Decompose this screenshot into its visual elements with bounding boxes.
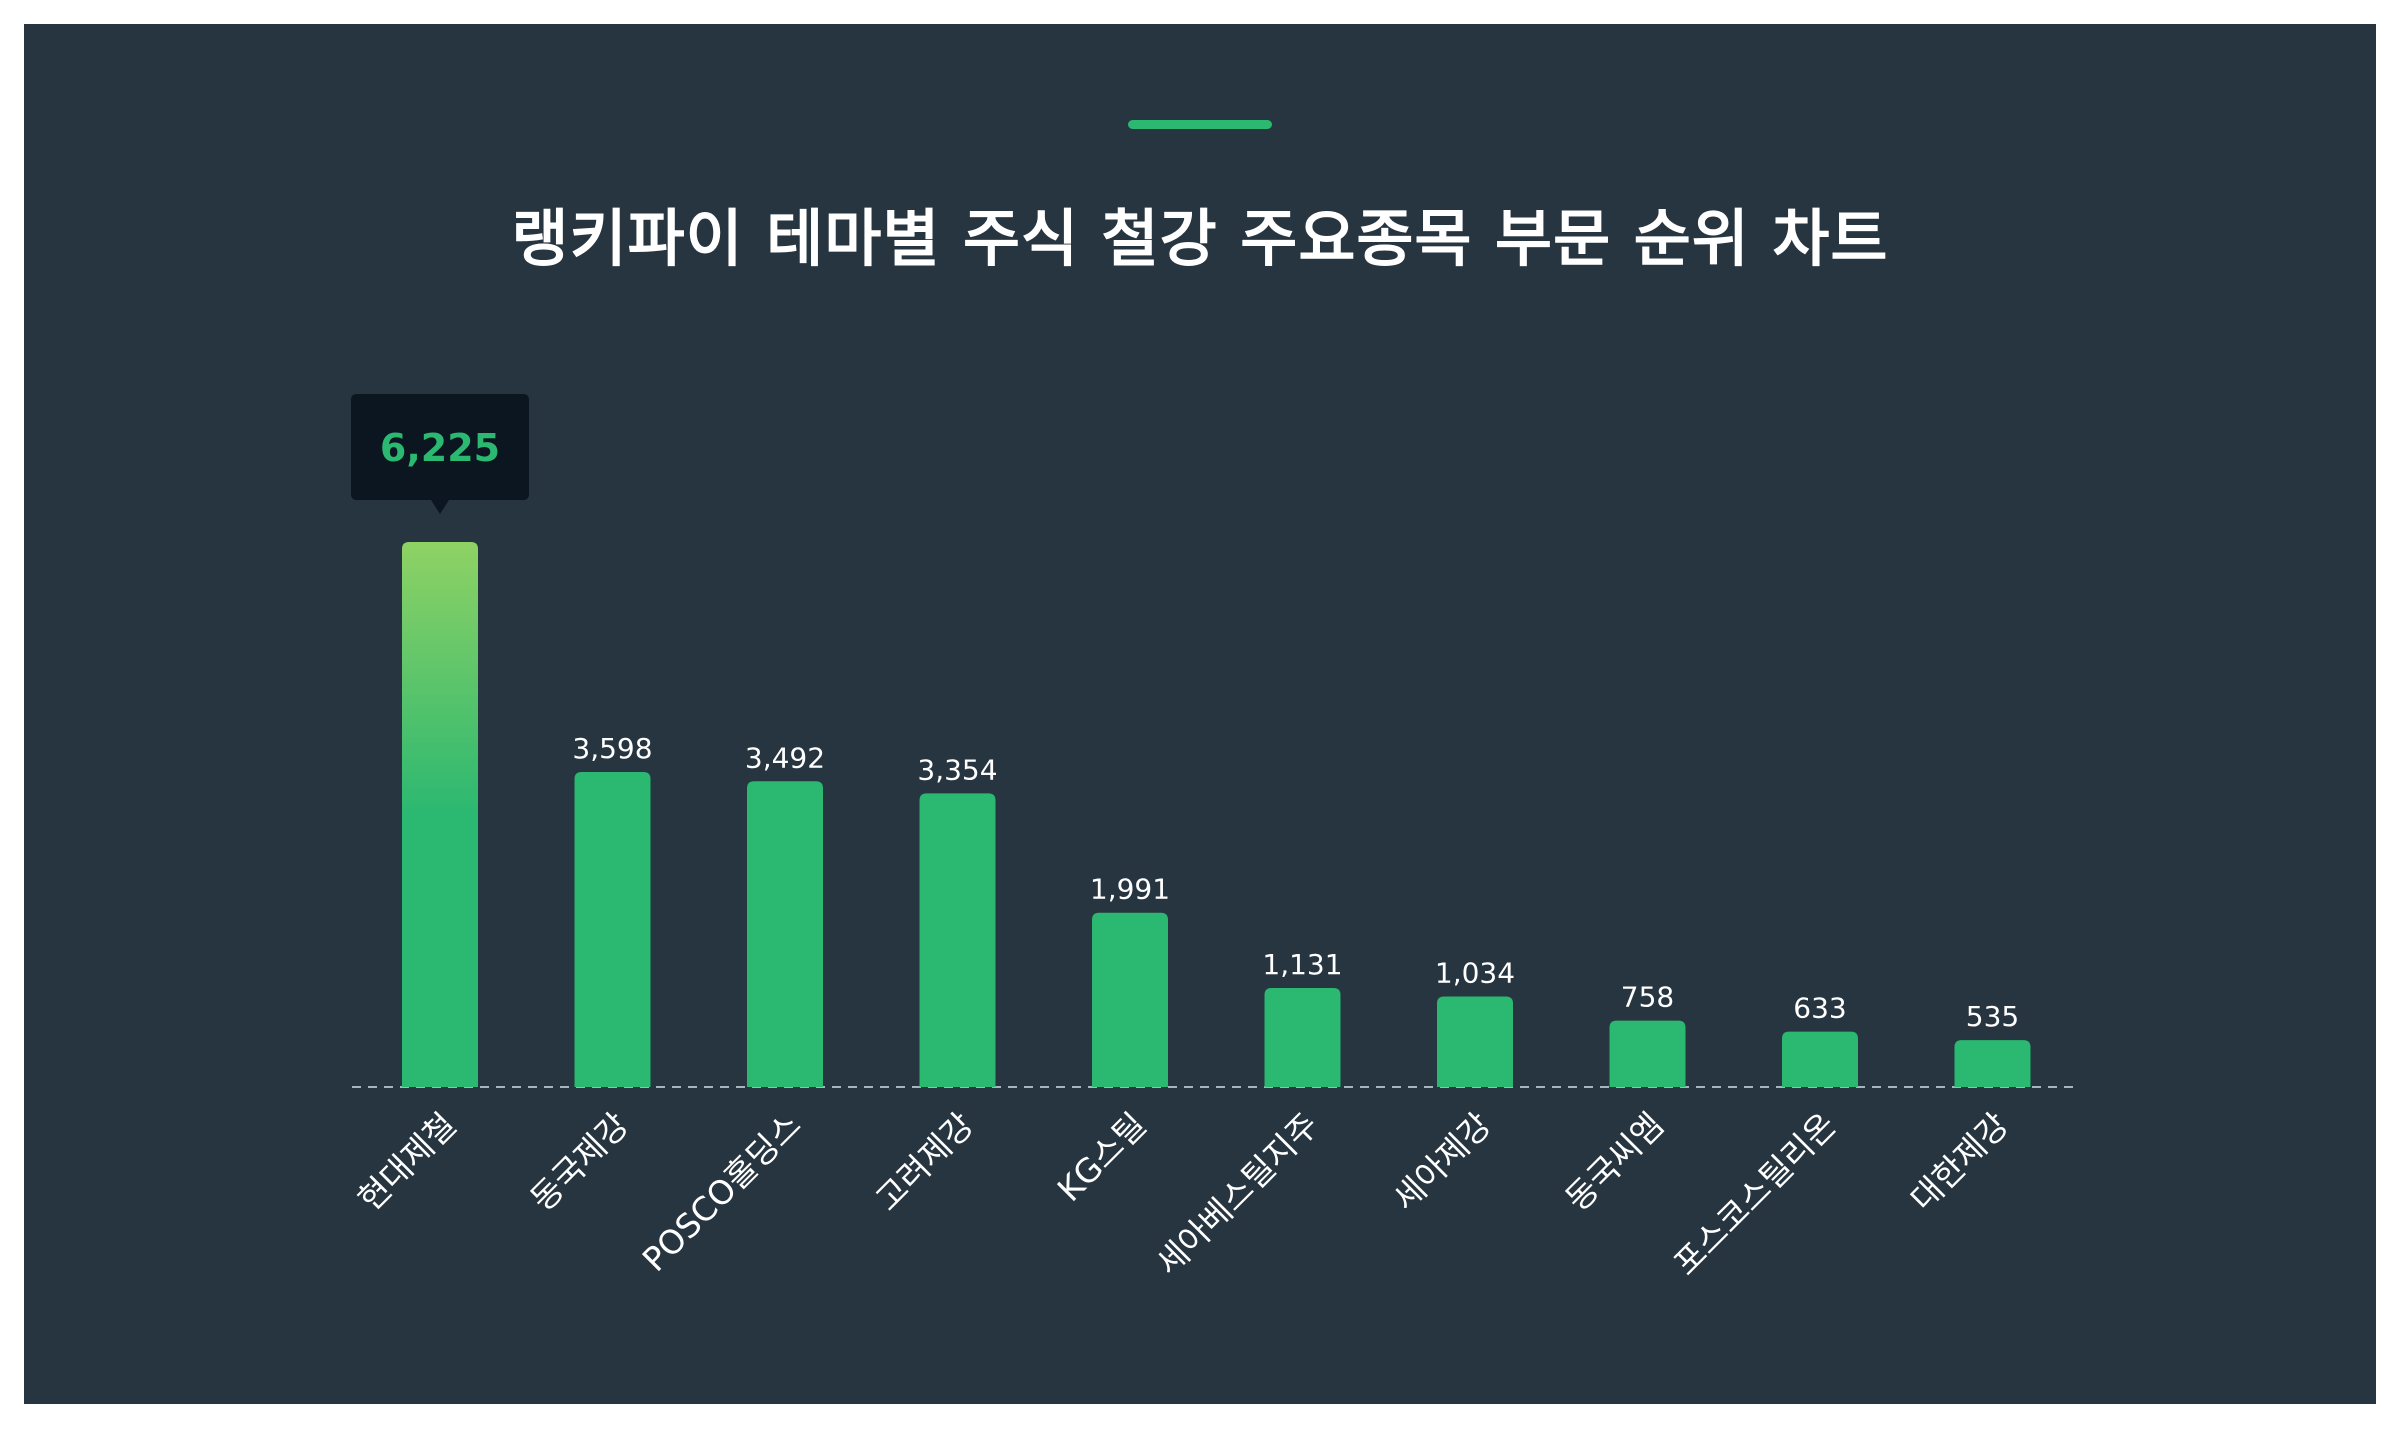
bar-9[interactable] — [1954, 1040, 2031, 1087]
bar-3[interactable] — [919, 793, 996, 1087]
value-label-2: 3,492 — [745, 741, 825, 774]
value-label-5: 1,131 — [1262, 948, 1342, 981]
value-label-6: 1,034 — [1435, 956, 1515, 989]
value-label-0: 6,225 — [380, 426, 500, 470]
chart-title: 랭키파이 테마별 주식 철강 주요종목 부문 순위 차트 — [511, 202, 1889, 275]
value-label-4: 1,991 — [1090, 873, 1170, 906]
value-labels-group: 6,225 3,598 3,492 3,354 1,991 1,131 1,034 758 63… — [351, 394, 2019, 1033]
bar-2[interactable] — [747, 781, 823, 1087]
bars-group — [402, 542, 2031, 1087]
bar-7[interactable] — [1609, 1020, 1686, 1087]
category-label-1: 동국제강 — [523, 1105, 636, 1218]
bar-4[interactable] — [1092, 912, 1168, 1087]
category-label-5: 세아베스틸지주 — [1148, 1105, 1326, 1283]
bar-1[interactable] — [574, 771, 651, 1087]
title-accent-line — [1128, 120, 1272, 129]
category-label-8: 포스코스틸리온 — [1666, 1105, 1844, 1283]
category-label-0: 현대제철 — [350, 1105, 463, 1218]
category-label-7: 동국씨엠 — [1558, 1105, 1671, 1218]
category-label-6: 세아제강 — [1385, 1105, 1498, 1218]
value-label-3: 3,354 — [917, 753, 997, 786]
category-label-4: KG스틸 — [1050, 1105, 1154, 1209]
value-tooltip — [351, 394, 529, 514]
value-label-8: 633 — [1793, 992, 1846, 1025]
bar-5[interactable] — [1264, 987, 1341, 1087]
value-label-7: 758 — [1621, 981, 1674, 1014]
category-label-2: POSCO홀딩스 — [635, 1105, 809, 1279]
value-label-9: 535 — [1966, 1000, 2019, 1033]
bar-0[interactable] — [402, 542, 478, 1087]
bar-6[interactable] — [1437, 996, 1513, 1087]
category-label-3: 고려제강 — [868, 1105, 981, 1218]
bar-8[interactable] — [1782, 1031, 1858, 1087]
value-label-1: 3,598 — [572, 732, 652, 765]
category-label-9: 대한제강 — [1903, 1105, 2016, 1218]
